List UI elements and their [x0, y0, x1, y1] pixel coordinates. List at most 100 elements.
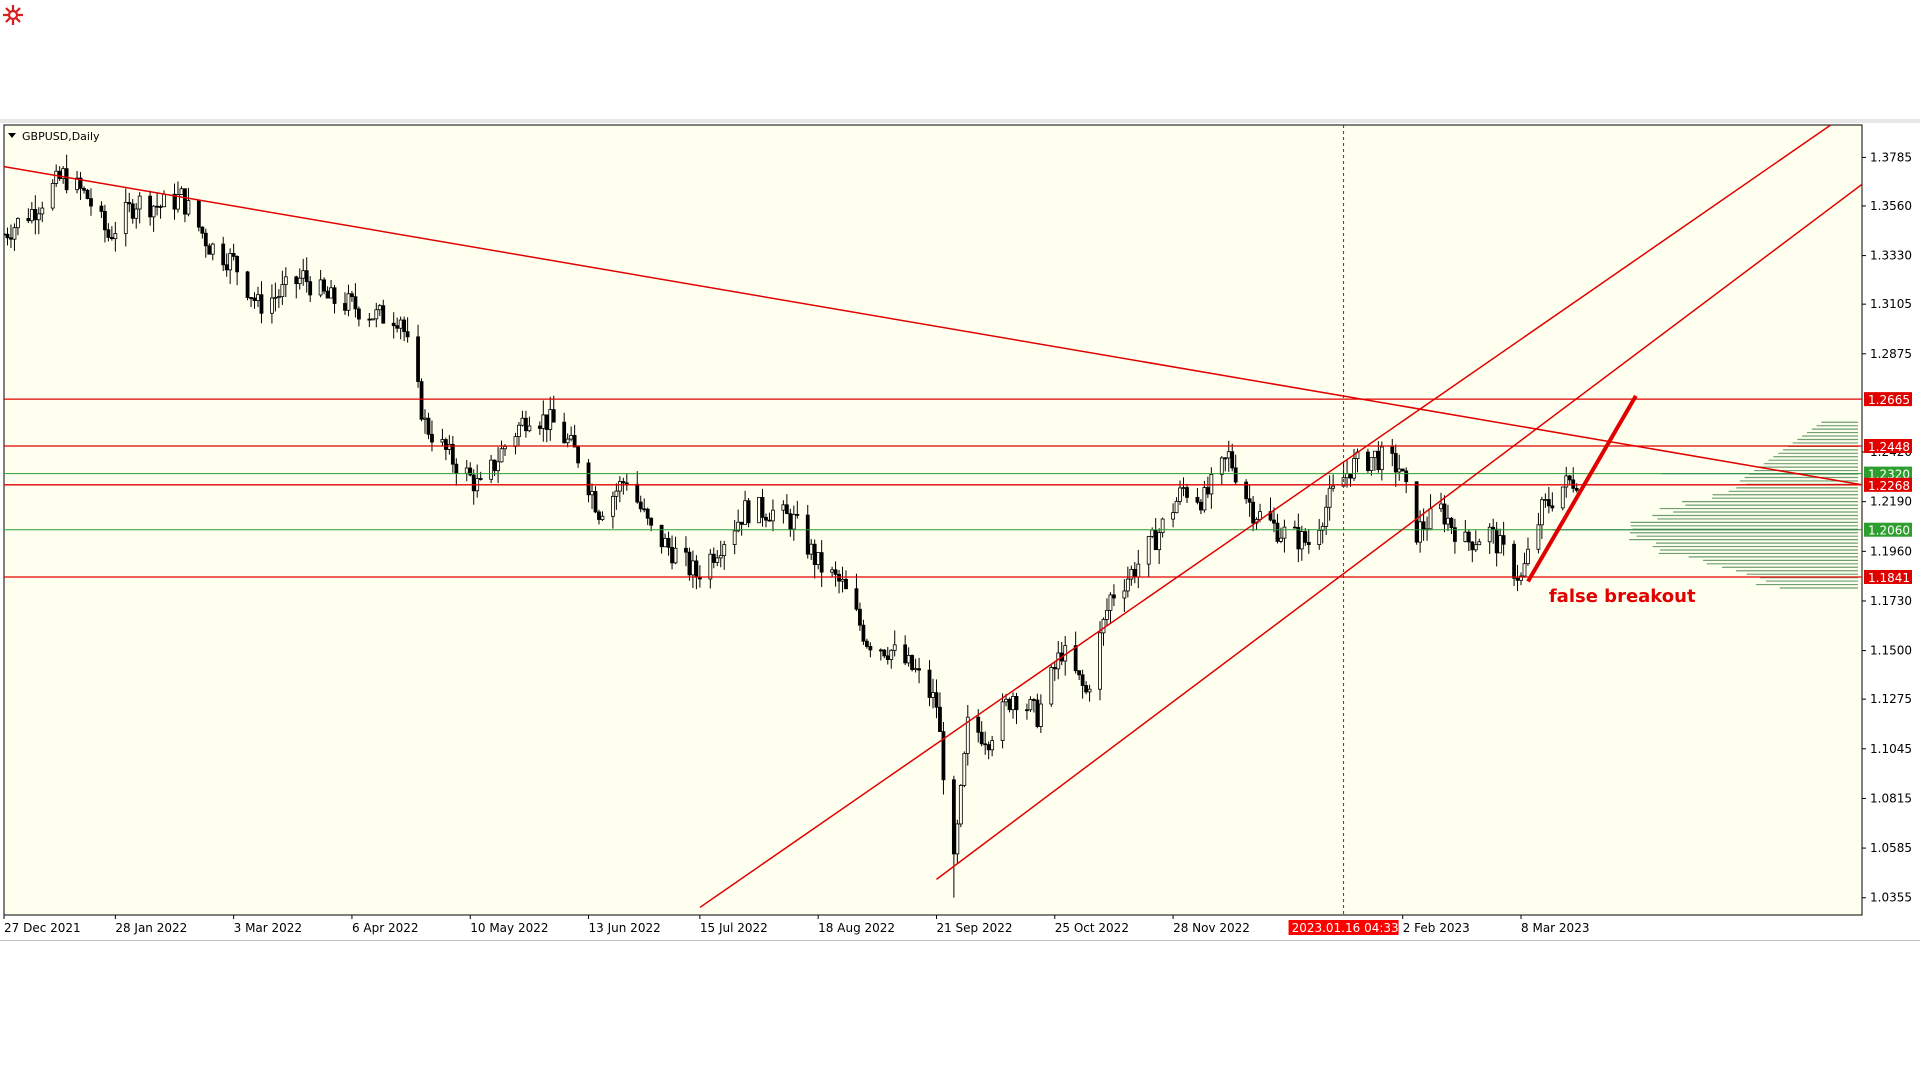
plot-area[interactable] — [3, 124, 1863, 916]
candle-body — [781, 504, 786, 511]
candle-body — [1233, 467, 1238, 483]
candle-body — [75, 177, 79, 191]
candle-body — [524, 417, 528, 432]
candle-body — [610, 495, 615, 517]
candle-body — [1251, 501, 1256, 524]
candle-body — [270, 297, 274, 314]
y-tick-label: 1.1960 — [1870, 544, 1912, 558]
candle-body — [1446, 517, 1450, 525]
candle-body — [1292, 526, 1297, 529]
level-label-bg-1.2060 — [1864, 522, 1912, 537]
level-label-bg-1.2448 — [1864, 438, 1912, 453]
candle-body — [1112, 594, 1116, 599]
candle-body — [228, 253, 233, 271]
candle-body — [273, 296, 278, 299]
candle-body — [1303, 531, 1308, 543]
dropdown-triangle-icon[interactable] — [8, 133, 16, 138]
candle-body — [235, 256, 240, 273]
candle-body — [878, 649, 883, 652]
candle-body — [82, 188, 86, 191]
candle-body — [1004, 698, 1008, 703]
candle-body — [1038, 703, 1043, 727]
candle-body — [1487, 526, 1492, 543]
candle-body — [252, 297, 257, 302]
candle-body — [127, 202, 132, 205]
candle-body — [767, 519, 772, 522]
candle-body — [1181, 487, 1186, 489]
chart-window[interactable]: 1.37851.35601.33301.31051.28751.24201.21… — [0, 119, 1920, 941]
candle-body — [892, 644, 897, 651]
candle-body — [12, 227, 17, 240]
candle-body — [722, 544, 727, 556]
candle-body — [830, 569, 834, 573]
candle-body — [1025, 709, 1029, 712]
crosshair-date-label: 2023.01.16 04:33 — [1292, 921, 1399, 935]
candle-body — [1174, 500, 1179, 514]
candle-body — [489, 459, 494, 480]
candle-body — [784, 504, 789, 515]
candle-body — [325, 290, 330, 299]
candle-body — [1512, 543, 1516, 579]
candle-body — [1178, 487, 1182, 502]
x-tick-label: 21 Sep 2022 — [936, 921, 1012, 935]
candle-body — [1049, 667, 1054, 705]
candle-body — [517, 424, 521, 438]
candle-body — [965, 716, 970, 754]
candle-body — [649, 517, 654, 526]
symbol-label[interactable]: GBPUSD,Daily — [22, 130, 100, 143]
candle-body — [207, 245, 212, 255]
candle-body — [85, 189, 90, 199]
y-tick-label: 1.3785 — [1870, 150, 1912, 164]
candle-body — [840, 578, 845, 582]
candle-body — [1428, 508, 1433, 530]
candle-body — [468, 467, 473, 476]
candle-body — [224, 264, 229, 271]
candle-body — [548, 409, 553, 430]
candle-body — [381, 305, 386, 324]
x-tick-label: 28 Jan 2022 — [115, 921, 187, 935]
candle-body — [430, 433, 434, 443]
candle-body — [760, 496, 765, 518]
candle-body — [332, 287, 337, 304]
level-label-1.2268: 1.2268 — [1868, 479, 1910, 493]
volume-profile — [1552, 421, 1858, 589]
candle-body — [1125, 578, 1130, 592]
candle-body — [590, 491, 594, 496]
candle-body — [979, 731, 984, 745]
candle-body — [1539, 499, 1544, 526]
candle-body — [1205, 487, 1210, 495]
candle-body — [938, 706, 942, 732]
candle-body — [527, 425, 532, 432]
candle-body — [1515, 577, 1520, 581]
candle-body — [1477, 541, 1482, 546]
candle-body — [1442, 503, 1447, 525]
candle-body — [1526, 548, 1530, 565]
candle-body — [1463, 531, 1468, 542]
candle-body — [1379, 446, 1384, 470]
candle-body — [1571, 479, 1576, 489]
candle-body — [809, 543, 814, 555]
candle-body — [614, 490, 619, 497]
candle-body — [1372, 450, 1377, 459]
candle-body — [297, 277, 302, 285]
candle-body — [155, 205, 159, 208]
candle-body — [210, 243, 215, 255]
candle-body — [29, 209, 34, 222]
y-tick-label: 1.0585 — [1870, 841, 1912, 855]
candle-body — [1007, 698, 1012, 711]
candle-body — [913, 668, 918, 671]
candle-body — [837, 573, 841, 582]
x-tick-label: 28 Nov 2022 — [1173, 921, 1250, 935]
candle-body — [1247, 498, 1252, 503]
candle-body — [1543, 499, 1548, 501]
candle-body — [1108, 594, 1113, 611]
candle-body — [1439, 503, 1443, 510]
candle-body — [109, 237, 114, 240]
candle-body — [176, 194, 180, 210]
candle-body — [377, 305, 382, 311]
y-tick-label: 1.0815 — [1870, 791, 1912, 805]
candle-body — [61, 168, 66, 179]
channel-upper-line — [699, 125, 1832, 909]
y-tick-label: 1.1730 — [1870, 594, 1912, 608]
